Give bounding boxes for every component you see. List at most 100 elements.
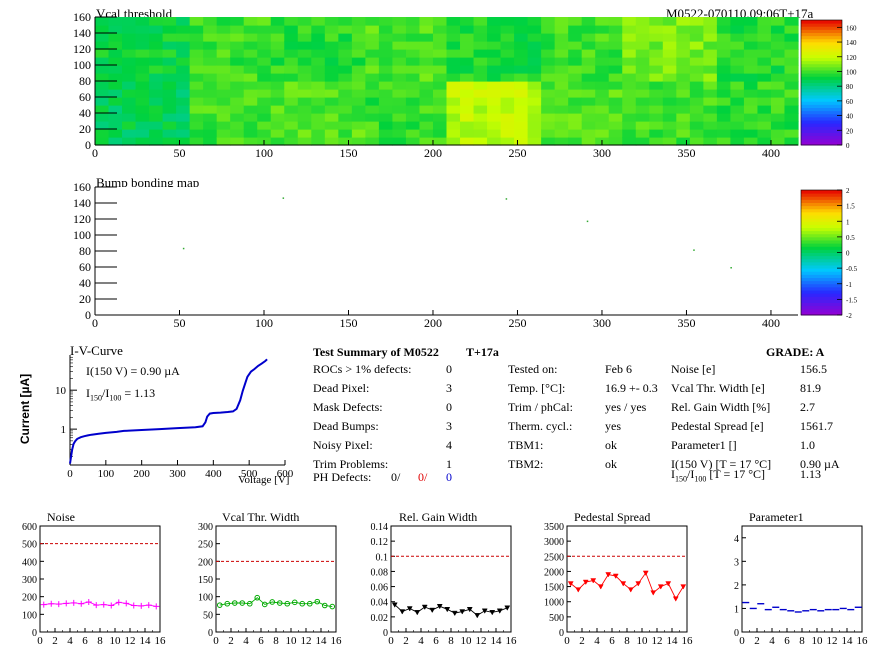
map-cell (676, 137, 691, 146)
plot-frame-rel_gain_width (390, 525, 512, 633)
map-cell (324, 17, 339, 26)
map-cell (378, 25, 394, 34)
map-cell (703, 25, 718, 34)
map-cell (595, 97, 610, 106)
iv-x-tick-label: 600 (277, 468, 294, 480)
map-cell (405, 49, 421, 58)
map-cell (257, 81, 272, 90)
map-cell (270, 89, 285, 98)
map-cell (514, 113, 529, 122)
map-cell (311, 113, 326, 122)
vcal-threshold-map: 0 50 100 150 200 250 300 350 4000204060801001201… (73, 10, 857, 160)
map-cell (784, 33, 799, 42)
data-point-rel_gain_width (429, 607, 436, 614)
map-cell (405, 121, 421, 130)
map-cell (162, 81, 177, 90)
map-cell (730, 113, 745, 122)
colorbar-band (801, 98, 842, 102)
map-cell (351, 73, 366, 82)
map-cell (365, 41, 380, 50)
map-cell (676, 41, 691, 50)
map-cell (216, 17, 231, 26)
map-cell (162, 89, 177, 98)
map-cell (703, 137, 718, 146)
map-cell (405, 41, 421, 50)
colorbar-tick-label: 40 (846, 113, 854, 121)
map-cell (351, 49, 366, 58)
map-cell (568, 25, 583, 34)
map-cell (176, 49, 191, 58)
map-cell (108, 89, 123, 98)
map-cell (784, 41, 799, 50)
map-cell (635, 65, 650, 74)
map-cell (149, 17, 164, 26)
map-cell (784, 113, 799, 122)
map-cell (405, 25, 421, 34)
map-cell (554, 73, 569, 82)
map-cell (230, 41, 245, 50)
map-cell (216, 81, 231, 90)
map-cell (216, 41, 231, 50)
map-cell (676, 65, 691, 74)
x-tick-label: 16 (682, 635, 694, 647)
map-cell (324, 121, 339, 130)
map-cell (297, 17, 312, 26)
map-cell (324, 113, 339, 122)
condition-value: yes / yes (605, 400, 647, 414)
map-cell (311, 121, 326, 130)
map-cell (324, 25, 339, 34)
map-cell (365, 17, 380, 26)
map-cell (284, 113, 299, 122)
map-cell (270, 113, 285, 122)
map-cell (176, 41, 191, 50)
map-cell (149, 49, 164, 58)
map-cell (149, 33, 164, 42)
map-cell (365, 81, 380, 90)
map-cell (649, 97, 664, 106)
map-cell (703, 57, 718, 66)
colorbar-tick-label: 0 (846, 250, 850, 258)
map-cell (392, 113, 407, 122)
map-cell (662, 105, 677, 114)
map-cell (203, 105, 218, 114)
data-point-vcal_thr_width (216, 602, 223, 608)
map-cell (338, 129, 353, 138)
map-cell (770, 105, 786, 114)
map-cell (149, 129, 164, 138)
map-cell (730, 41, 745, 50)
x-tick-label: 6 (433, 635, 439, 647)
map-cell (527, 81, 542, 90)
map-cell (203, 49, 218, 58)
map-cell (662, 65, 677, 74)
map-cell (378, 57, 394, 66)
map-cell (378, 121, 394, 130)
map-cell (135, 25, 150, 34)
map-x-tick-label: 0 (92, 146, 98, 160)
map-cell (662, 113, 677, 122)
colorbar-band (801, 41, 842, 46)
map-cell (689, 113, 704, 122)
map-cell (676, 73, 691, 82)
map-cell (473, 17, 488, 26)
map-cell (122, 97, 137, 106)
map-cell (122, 17, 137, 26)
map-cell (500, 81, 515, 90)
colorbar-band (801, 82, 842, 87)
map-cell (135, 65, 150, 74)
map-cell (554, 137, 569, 146)
x-tick-label: 12 (827, 635, 838, 647)
map-cell (595, 33, 610, 42)
map-cell (770, 73, 786, 82)
map-cell (743, 65, 759, 74)
map-cell (432, 137, 448, 146)
map-cell (338, 97, 353, 106)
map-cell (135, 81, 150, 90)
map-cell (703, 73, 718, 82)
map-cell (460, 49, 475, 58)
map-cell (378, 41, 394, 50)
map-cell (338, 49, 353, 58)
map-cell (770, 57, 786, 66)
map-cell (500, 89, 515, 98)
series-line-vcal_thr_width (219, 597, 333, 608)
colorbar-tick-label: 160 (846, 24, 857, 32)
